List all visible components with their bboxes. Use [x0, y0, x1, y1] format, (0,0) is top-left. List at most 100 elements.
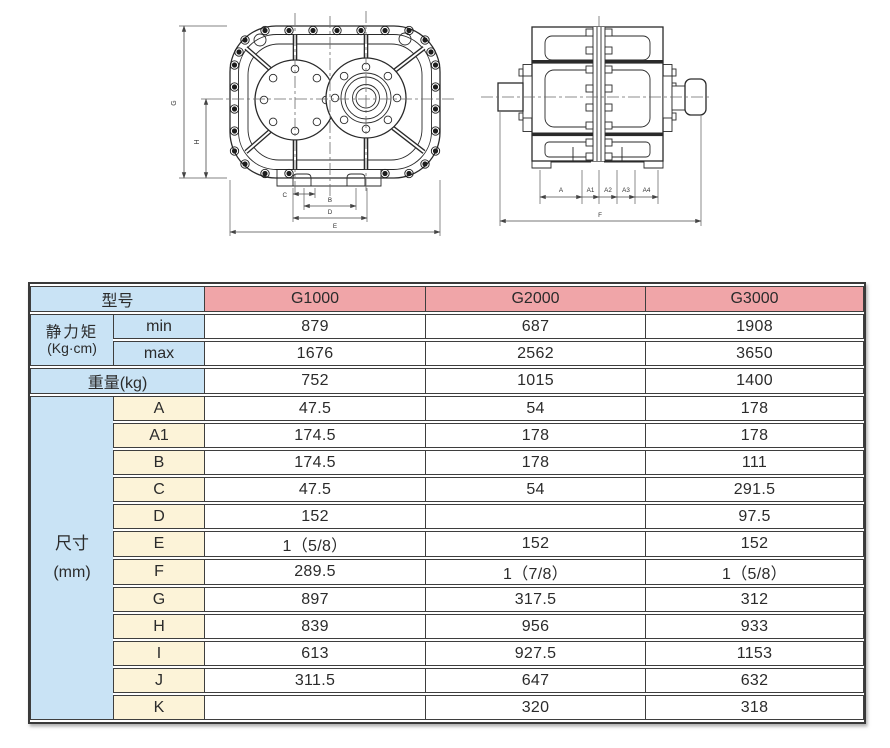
value-cell: 152 [425, 531, 646, 557]
value-cell: 933 [645, 614, 865, 639]
dimension-row-k: K 320 318 [30, 695, 865, 720]
value-cell: 927.5 [425, 641, 646, 666]
value-cell: 47.5 [204, 396, 426, 421]
dimension-row-a1: A1 174.5 178 178 [30, 423, 865, 448]
value-cell: 97.5 [645, 504, 865, 529]
value-cell: 54 [425, 396, 646, 421]
model-g1000-cell: G1000 [204, 286, 426, 312]
dimension-row-h: H 839 956 933 [30, 614, 865, 639]
dim-label-a4: A4 [643, 187, 651, 194]
value-cell: 1（5/8） [645, 559, 865, 585]
dim-row-label: K [113, 695, 205, 720]
weight-label-cell: 重量(kg) [30, 368, 205, 394]
dimension-row-d: D 152 97.5 [30, 504, 865, 529]
dimension-row-a: 尺寸 (mm) A 47.5 54 178 [30, 396, 865, 720]
dimension-row-f: F 289.5 1（7/8） 1（5/8） [30, 559, 865, 585]
value-cell: 956 [425, 614, 646, 639]
model-g3000-cell: G3000 [645, 286, 865, 312]
value-cell: 632 [645, 668, 865, 693]
value-cell: 178 [425, 450, 646, 475]
value-cell [204, 695, 426, 720]
model-g2000-cell: G2000 [425, 286, 646, 312]
dim-row-label: H [113, 614, 205, 639]
dim-label-a: A [559, 187, 564, 194]
value-cell: 1676 [204, 341, 426, 366]
gearbox-side-view-drawing: A A1 A2 A3 A4 F [481, 16, 710, 226]
dimensions-label: 尺寸 [55, 534, 89, 553]
value-cell: 152 [645, 531, 865, 557]
right-shaft-neck [671, 85, 686, 111]
value-cell: 1400 [645, 368, 865, 394]
front-view-dimensions: G H C B D E [171, 25, 441, 236]
dim-row-label: D [113, 504, 205, 529]
dim-row-label: F [113, 559, 205, 585]
static-moment-label-cell: 静力矩 (Kg·cm) [30, 314, 113, 366]
value-cell: 178 [425, 423, 646, 448]
value-cell: 3650 [645, 341, 865, 366]
value-cell: 897 [204, 587, 426, 612]
dim-label-a1: A1 [587, 187, 595, 194]
value-cell: 1908 [645, 314, 865, 339]
value-cell: 291.5 [645, 477, 865, 502]
center-flange [585, 27, 613, 161]
dim-label-d: D [328, 209, 333, 216]
value-cell: 879 [204, 314, 426, 339]
dimensions-unit: (mm) [53, 564, 91, 581]
dim-row-label: C [113, 477, 205, 502]
value-cell: 1（7/8） [425, 559, 646, 585]
dim-label-b: B [328, 197, 332, 204]
static-moment-unit: (Kg·cm) [47, 340, 97, 356]
value-cell: 111 [645, 450, 865, 475]
dim-row-label: B [113, 450, 205, 475]
value-cell: 613 [204, 641, 426, 666]
dim-label-c: C [282, 192, 287, 199]
dim-label-a3: A3 [622, 187, 630, 194]
value-cell: 152 [204, 504, 426, 529]
dimension-row-c: C 47.5 54 291.5 [30, 477, 865, 502]
dim-row-label: I [113, 641, 205, 666]
value-cell: 178 [645, 396, 865, 421]
table-header-row: 型号 G1000 G2000 G3000 [30, 286, 865, 312]
dimension-row-e: E 1（5/8） 152 152 [30, 531, 865, 557]
static-moment-min-row: 静力矩 (Kg·cm) min 879 687 1908 [30, 314, 865, 366]
dimension-row-b: B 174.5 178 111 [30, 450, 865, 475]
value-cell: 318 [645, 695, 865, 720]
dim-row-label: A [113, 396, 205, 421]
row-label-min: min [113, 314, 205, 339]
value-cell: 317.5 [425, 587, 646, 612]
row-label-max: max [113, 341, 205, 366]
gearbox-front-view-drawing: G H C B D E [171, 11, 457, 236]
value-cell: 311.5 [204, 668, 426, 693]
static-moment-max-row: max 1676 2562 3650 [30, 341, 865, 366]
value-cell: 1015 [425, 368, 646, 394]
dim-row-label: G [113, 587, 205, 612]
value-cell: 174.5 [204, 423, 426, 448]
dim-row-label: J [113, 668, 205, 693]
value-cell: 178 [645, 423, 865, 448]
dim-label-e: E [333, 223, 337, 230]
perimeter-bolts [229, 25, 441, 179]
value-cell: 687 [425, 314, 646, 339]
value-cell: 320 [425, 695, 646, 720]
value-cell: 174.5 [204, 450, 426, 475]
dim-row-label: A1 [113, 423, 205, 448]
dim-label-h: H [194, 139, 201, 144]
value-cell: 1（5/8） [204, 531, 426, 557]
weight-row: 重量(kg) 752 1015 1400 [30, 368, 865, 394]
dimension-row-i: I 613 927.5 1153 [30, 641, 865, 666]
side-view-dimensions: A A1 A2 A3 A4 F [499, 112, 702, 226]
value-cell [425, 504, 646, 529]
dim-row-label: E [113, 531, 205, 557]
dim-label-a2: A2 [604, 187, 612, 194]
value-cell: 47.5 [204, 477, 426, 502]
dimensions-label-cell: 尺寸 (mm) [30, 396, 113, 720]
value-cell: 54 [425, 477, 646, 502]
value-cell: 839 [204, 614, 426, 639]
model-header-cell: 型号 [30, 286, 205, 312]
value-cell: 752 [204, 368, 426, 394]
value-cell: 289.5 [204, 559, 426, 585]
value-cell: 2562 [425, 341, 646, 366]
dimension-row-j: J 311.5 647 632 [30, 668, 865, 693]
dimension-row-g: G 897 317.5 312 [30, 587, 865, 612]
